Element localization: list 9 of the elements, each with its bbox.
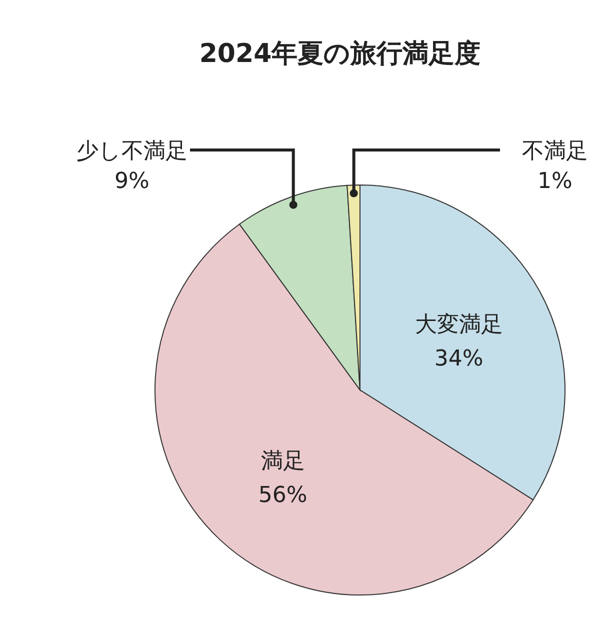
data-label: 9% (114, 169, 150, 194)
slice-label: 不満足 (522, 139, 588, 164)
data-label: 56% (258, 483, 308, 508)
slice-label: 少し不満足 (76, 139, 188, 164)
data-label: 1% (538, 169, 572, 194)
data-label: 34% (434, 346, 484, 372)
slice-label: 大変満足 (414, 312, 503, 338)
chart-title: 2024年夏の旅行満足度 (199, 39, 481, 69)
slice-label: 満足 (260, 449, 305, 474)
